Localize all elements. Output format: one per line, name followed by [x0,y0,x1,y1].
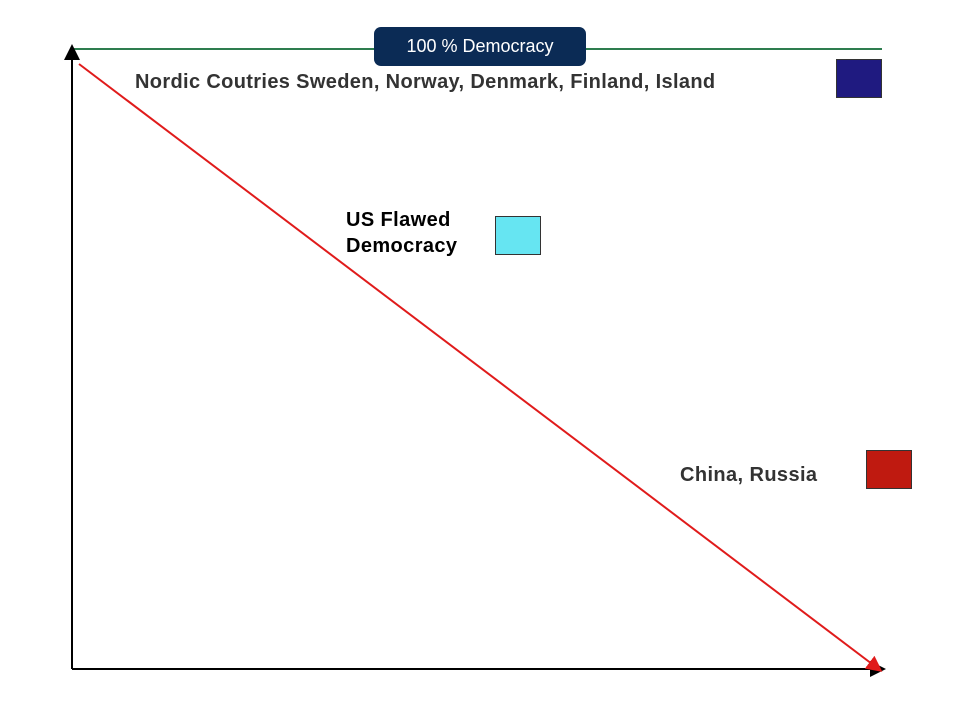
nordic-countries-label: Nordic Coutries Sweden, Norway, Denmark,… [135,71,716,93]
us-flawed-democracy-marker [495,216,541,255]
us-flawed-democracy-label: US Flawed Democracy [346,207,457,259]
democracy-title-badge: 100 % Democracy [374,27,586,66]
china-russia-marker [866,450,912,489]
china-russia-label: China, Russia [680,464,818,486]
nordic-countries-marker [836,59,882,98]
us-label-line-1: US Flawed [346,209,451,231]
us-label-line-2: Democracy [346,235,458,257]
trend-line [78,63,883,672]
